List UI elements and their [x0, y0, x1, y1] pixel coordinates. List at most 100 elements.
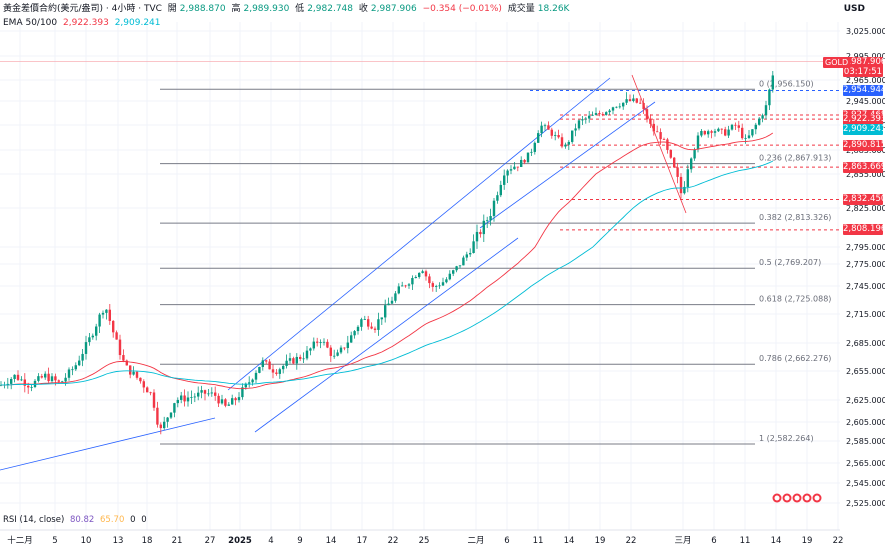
change-value: −0.354 (−0.01%): [422, 4, 502, 14]
candle-body: [312, 341, 315, 349]
candle-body: [520, 159, 523, 168]
price-tick-label: 2,775.000: [846, 260, 885, 269]
candle-body: [220, 399, 224, 404]
candle-body: [91, 335, 94, 338]
candle-body: [683, 186, 686, 194]
candle-body: [662, 139, 666, 140]
candle-body: [754, 124, 757, 130]
time-axis[interactable]: 十二月 5 10 13 18 21 27 2025 4 9 14 17 22 25 二月 6 11 14 19 22 三…: [7, 535, 843, 546]
candle-body: [431, 283, 434, 287]
candle-body: [411, 278, 414, 285]
candle-body: [448, 273, 451, 280]
high-label: 高: [231, 4, 241, 14]
candle-body: [628, 99, 632, 101]
trend-line[interactable]: [227, 77, 611, 391]
price-tick-label: 2,715.000: [846, 310, 885, 319]
candle-body: [516, 166, 519, 168]
candle-body: [526, 152, 530, 163]
fib-level-label: 1 (2,582.264): [759, 434, 814, 443]
volume-label: 成交量: [507, 4, 535, 14]
currency-label[interactable]: USD: [843, 4, 865, 14]
candle-body: [656, 131, 659, 133]
candle-body: [129, 365, 132, 375]
candle-body: [61, 381, 64, 383]
time-tick-label: 13: [113, 536, 124, 546]
candle-body: [622, 102, 625, 107]
price-tick-label: 2,965.000: [846, 76, 885, 85]
candle-body: [384, 305, 387, 318]
candle-body: [71, 369, 74, 371]
candle-body: [768, 89, 771, 106]
candle-body: [54, 376, 57, 381]
trend-line[interactable]: [254, 237, 519, 433]
candle-body: [135, 371, 139, 378]
candles: [0, 70, 774, 435]
trend-channels[interactable]: [0, 74, 687, 471]
candle-body: [163, 421, 166, 429]
candle-body: [309, 348, 312, 351]
candle-body: [203, 390, 207, 394]
candle-body: [737, 125, 740, 128]
candle-body: [302, 358, 305, 360]
candle-body: [455, 266, 458, 271]
candle-body: [180, 395, 183, 400]
candle-body: [190, 397, 193, 398]
candle-body: [418, 272, 421, 278]
time-tick-label: 14: [771, 536, 782, 546]
rsi-ma-value: 65.70: [100, 515, 125, 525]
candle-body: [666, 139, 669, 150]
candle-body: [421, 271, 424, 273]
time-tick-label: 21: [172, 536, 183, 546]
candle-body: [254, 372, 258, 380]
candle-body: [13, 374, 16, 380]
fib-level-label: 0.236 (2,867.913): [759, 154, 831, 163]
bottom-icons[interactable]: [772, 493, 822, 503]
time-tick-label: 17: [357, 536, 368, 546]
candle-body: [282, 365, 285, 370]
candle-body: [424, 271, 428, 277]
candle-body: [329, 347, 332, 356]
candle-body: [489, 216, 492, 221]
time-tick-label: 10: [81, 536, 92, 546]
low-label: 低: [295, 4, 305, 14]
time-tick-label: 9: [297, 536, 302, 546]
candle-body: [244, 383, 247, 388]
candle-body: [217, 395, 220, 404]
candle-body: [74, 365, 77, 370]
candle-body: [125, 360, 128, 366]
rsi-value: 80.82: [69, 515, 95, 525]
fibonacci-retracement[interactable]: 0 (2,956.150) 0.236 (2,867.913) 0.382 (2,8…: [160, 79, 831, 445]
candle-body: [642, 102, 645, 110]
rsi-label: RSI (14, close): [3, 515, 65, 525]
candle-body: [560, 137, 564, 147]
trend-line[interactable]: [631, 74, 687, 214]
candle-body: [169, 412, 173, 418]
time-tick-label: 22: [388, 536, 399, 546]
fib-level-label: 0.382 (2,813.326): [759, 213, 831, 222]
candle-body: [438, 285, 441, 287]
price-tick-label: 2,795.000: [846, 243, 885, 252]
candle-body: [601, 114, 604, 115]
symbol-tag: GOLD: [823, 56, 851, 68]
candle-body: [618, 106, 621, 108]
trend-line[interactable]: [479, 101, 656, 229]
candle-body: [350, 335, 353, 343]
fib-level-label: 0 (2,956.150): [759, 79, 814, 88]
candle-body: [761, 115, 764, 119]
ema-legend[interactable]: EMA 50/100 2,922.393 2,909.241: [3, 17, 164, 29]
candle-body: [159, 424, 162, 429]
time-tick-label: 十二月: [7, 535, 33, 546]
candle-body: [265, 360, 268, 362]
candle-body: [377, 319, 380, 330]
rsi-legend[interactable]: RSI (14, close) 80.82 65.70 0 0: [3, 515, 150, 525]
candle-body: [530, 151, 533, 153]
candle-body: [105, 309, 108, 313]
open-label: 開: [167, 4, 177, 14]
price-tick-label: 2,655.000: [846, 367, 885, 376]
price-level-tag: 2,954.944: [843, 85, 885, 97]
candle-body: [23, 379, 26, 386]
ema100-line: [1, 160, 773, 386]
symbol-title[interactable]: 黃金差價合約(美元/盎司) · 4小時 · TVC: [3, 4, 162, 14]
trend-line[interactable]: [0, 417, 216, 471]
